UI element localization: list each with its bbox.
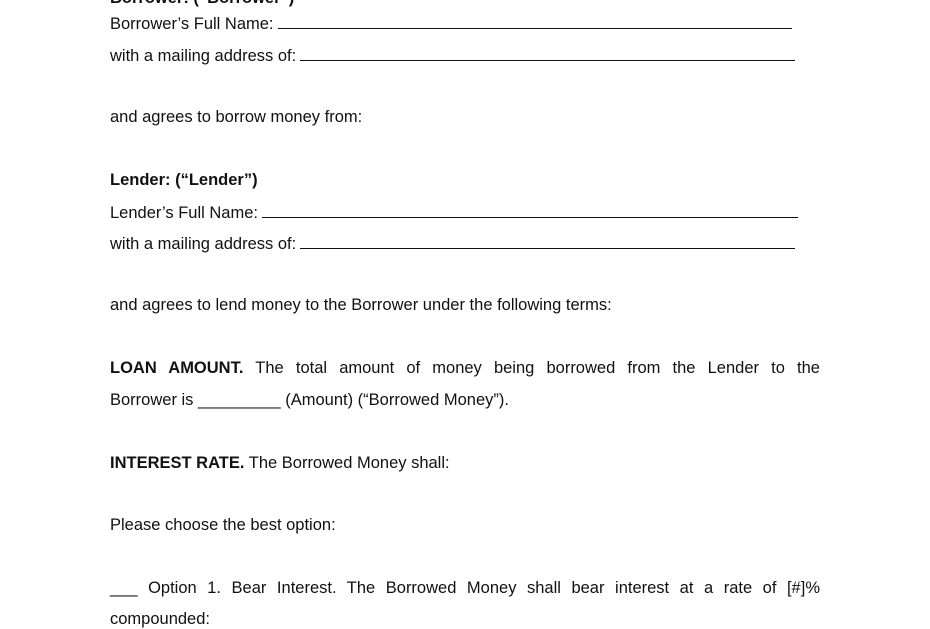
lender-name-field[interactable] [261, 202, 798, 218]
choose-prompt: Please choose the best option: [110, 516, 336, 534]
lender-heading: Lender: (“Lender”) [110, 171, 258, 189]
loan-amount-text: The total amount of money being borrowed… [255, 359, 820, 377]
lender-name-row: Lender’s Full Name: [110, 202, 798, 223]
lender-address-label: with a mailing address of: [110, 235, 297, 253]
loan-amount-suffix: (Amount) (“Borrowed Money”). [285, 391, 509, 409]
borrower-name-row: Borrower’s Full Name: [110, 13, 792, 34]
borrower-address-field[interactable] [300, 45, 796, 61]
lender-name-label: Lender’s Full Name: [110, 204, 258, 222]
interest-rate-heading: INTEREST RATE. [110, 454, 245, 472]
lend-statement: and agrees to lend money to the Borrower… [110, 296, 612, 314]
borrow-statement: and agrees to borrow money from: [110, 108, 363, 126]
option1-line1: ___ Option 1. Bear Interest. The Borrowe… [110, 578, 820, 598]
option1-line2: compounded: [110, 610, 210, 628]
loan-amount-field[interactable]: _________ [198, 391, 281, 409]
option1-text: Option 1. Bear Interest. The Borrowed Mo… [148, 579, 820, 597]
interest-rate-line: INTEREST RATE. The Borrowed Money shall: [110, 453, 450, 473]
loan-amount-prefix: Borrower is [110, 391, 194, 409]
lender-address-row: with a mailing address of: [110, 233, 796, 254]
option1-checkbox-blank[interactable]: ___ [110, 579, 138, 597]
borrower-address-label: with a mailing address of: [110, 47, 297, 65]
loan-amount-heading: LOAN AMOUNT. [110, 359, 244, 377]
interest-rate-text: The Borrowed Money shall: [248, 454, 450, 472]
borrower-heading: Borrower: (“Borrower”) [110, 0, 294, 8]
borrower-name-label: Borrower’s Full Name: [110, 15, 274, 33]
loan-amount-line2: Borrower is _________ (Amount) (“Borrowe… [110, 390, 509, 410]
loan-amount-line1: LOAN AMOUNT. The total amount of money b… [110, 358, 820, 378]
borrower-address-row: with a mailing address of: [110, 45, 796, 66]
lender-address-field[interactable] [300, 233, 796, 249]
borrower-name-field[interactable] [277, 13, 792, 29]
